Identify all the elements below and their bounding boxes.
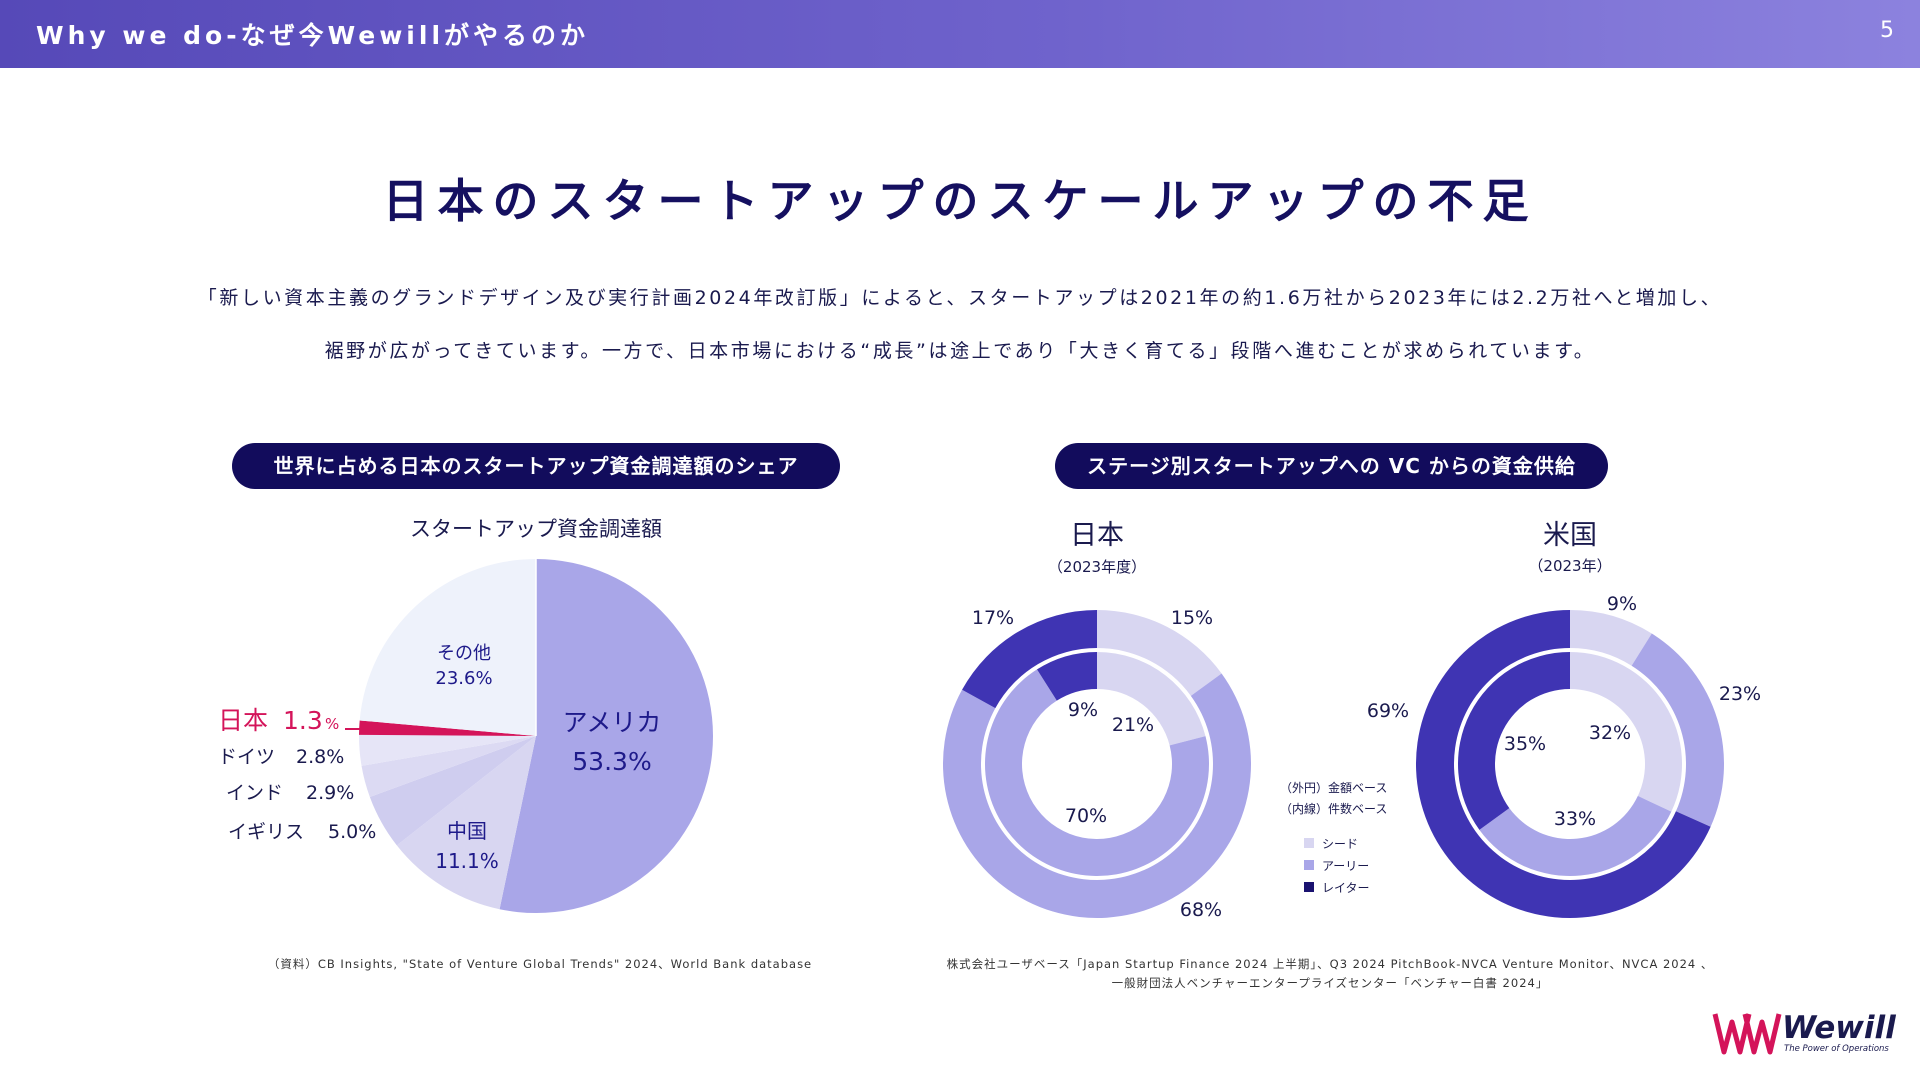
right-source-line-2: 一般財団法人ベンチャーエンタープライズセンター「ベンチャー白書 2024」 bbox=[1111, 976, 1549, 990]
header-title: Why we do-なぜ今Wewillがやるのか bbox=[36, 21, 590, 50]
japan-donut-chart: 日本 （2023年度） 15% 68% 17% 21% 70% 9% bbox=[942, 520, 1251, 921]
right-panel-pill: ステージ別スタートアップへの VC からの資金供給 bbox=[1055, 443, 1608, 489]
us-outer-later-label: 69% bbox=[1367, 700, 1409, 722]
japan-donut-subtitle: （2023年度） bbox=[1048, 558, 1146, 576]
legend-early-label: アーリー bbox=[1322, 859, 1369, 873]
pie-slice-uk bbox=[369, 736, 536, 846]
germany-value: 2.8% bbox=[296, 746, 344, 768]
page-number: 5 bbox=[1880, 18, 1894, 43]
japan-value: 1.3 bbox=[283, 706, 323, 735]
us-outer-early-segment bbox=[1631, 633, 1724, 827]
jp-outer-early-label: 68% bbox=[1180, 899, 1222, 921]
germany-label: ドイツ bbox=[218, 746, 275, 768]
legend-later-swatch bbox=[1304, 882, 1314, 892]
share-pie-chart: スタートアップ資金調達額 アメリカ 53.3% 中国 11.1% その他 23.… bbox=[218, 517, 714, 913]
uk-value: 5.0% bbox=[328, 821, 376, 843]
pie-slice-us bbox=[499, 559, 714, 913]
us-outer-seed-label: 9% bbox=[1607, 593, 1637, 615]
us-outer-seed-segment bbox=[1570, 610, 1652, 666]
us-donut-chart: 米国 （2023年） 9% 23% 69% 32% 33% 35% bbox=[1367, 520, 1761, 918]
jp-outer-later-segment bbox=[962, 610, 1097, 709]
legend-seed-swatch bbox=[1304, 838, 1314, 848]
pie-slice-china bbox=[396, 736, 536, 910]
us-inner-early-segment bbox=[1479, 795, 1672, 876]
pie-slice-japan bbox=[359, 720, 536, 736]
japan-donut-rings bbox=[942, 610, 1251, 918]
us-label: アメリカ bbox=[563, 708, 662, 737]
jp-outer-early-segment bbox=[942, 673, 1251, 918]
intro-line-2: 裾野が広がってきています。一方で、日本市場における“成長”は途上であり「大きく育… bbox=[324, 340, 1596, 362]
legend-inner-note: （内線）件数ベース bbox=[1280, 801, 1387, 816]
pie-slice-germany bbox=[358, 734, 536, 766]
pie-slices bbox=[358, 559, 714, 913]
us-inner-later-segment bbox=[1458, 652, 1570, 830]
left-panel-pill: 世界に占める日本のスタートアップ資金調達額のシェア bbox=[232, 443, 840, 489]
japan-percent-sign: % bbox=[325, 715, 339, 733]
logo-tagline: The Power of Operations bbox=[1784, 1044, 1889, 1054]
us-value: 53.3% bbox=[572, 747, 651, 776]
other-label: その他 bbox=[437, 643, 491, 664]
page-title: 日本のスタートアップのスケールアップの不足 bbox=[382, 174, 1538, 228]
jp-outer-seed-label: 15% bbox=[1171, 607, 1213, 629]
legend-seed-label: シード bbox=[1322, 837, 1358, 851]
us-donut-title: 米国 bbox=[1543, 520, 1597, 551]
right-source-line-1: 株式会社ユーザベース「Japan Startup Finance 2024 上半… bbox=[946, 957, 1714, 971]
jp-inner-early-label: 70% bbox=[1065, 805, 1107, 827]
jp-inner-seed-label: 21% bbox=[1112, 714, 1154, 736]
japan-label: 日本 bbox=[218, 706, 268, 735]
wewill-logo-icon bbox=[1712, 1013, 1782, 1055]
jp-inner-seed-segment bbox=[1097, 652, 1206, 746]
stage-legend: （外円）金額ベース （内線）件数ベース シード アーリー レイター bbox=[1280, 780, 1387, 895]
jp-outer-seed-segment bbox=[1097, 610, 1222, 696]
jp-inner-later-label: 9% bbox=[1068, 699, 1098, 721]
pie-slice-other bbox=[359, 559, 536, 736]
us-inner-seed-label: 32% bbox=[1589, 722, 1631, 744]
legend-early-swatch bbox=[1304, 860, 1314, 870]
us-outer-early-label: 23% bbox=[1719, 683, 1761, 705]
china-value: 11.1% bbox=[435, 849, 499, 873]
pie-slice-india bbox=[361, 736, 536, 798]
us-donut-subtitle: （2023年） bbox=[1528, 557, 1611, 575]
other-value: 23.6% bbox=[435, 668, 492, 689]
left-source-note: （資料）CB Insights, "State of Venture Globa… bbox=[267, 957, 813, 971]
jp-inner-later-segment bbox=[1036, 652, 1097, 701]
china-label: 中国 bbox=[447, 819, 487, 843]
legend-later-label: レイター bbox=[1322, 881, 1370, 895]
header-bar: Why we do-なぜ今Wewillがやるのか 5 bbox=[0, 0, 1920, 68]
us-inner-seed-segment bbox=[1570, 652, 1682, 812]
logo-wordmark: Wewill bbox=[1782, 1010, 1896, 1046]
jp-ring-separator bbox=[981, 648, 1213, 880]
india-value: 2.9% bbox=[306, 782, 354, 804]
jp-inner-early-segment bbox=[985, 669, 1209, 877]
india-label: インド bbox=[226, 782, 283, 804]
jp-outer-later-label: 17% bbox=[972, 607, 1014, 629]
us-ring-separator bbox=[1454, 648, 1686, 880]
pie-title: スタートアップ資金調達額 bbox=[410, 517, 662, 541]
uk-label: イギリス bbox=[228, 821, 304, 843]
legend-outer-note: （外円）金額ベース bbox=[1280, 780, 1387, 795]
us-inner-later-label: 35% bbox=[1504, 733, 1546, 755]
intro-line-1: 「新しい資本主義のグランドデザイン及び実行計画2024年改訂版」によると、スター… bbox=[197, 287, 1723, 309]
us-inner-early-label: 33% bbox=[1554, 808, 1596, 830]
us-donut-rings bbox=[1416, 610, 1724, 918]
japan-donut-title: 日本 bbox=[1070, 520, 1124, 551]
